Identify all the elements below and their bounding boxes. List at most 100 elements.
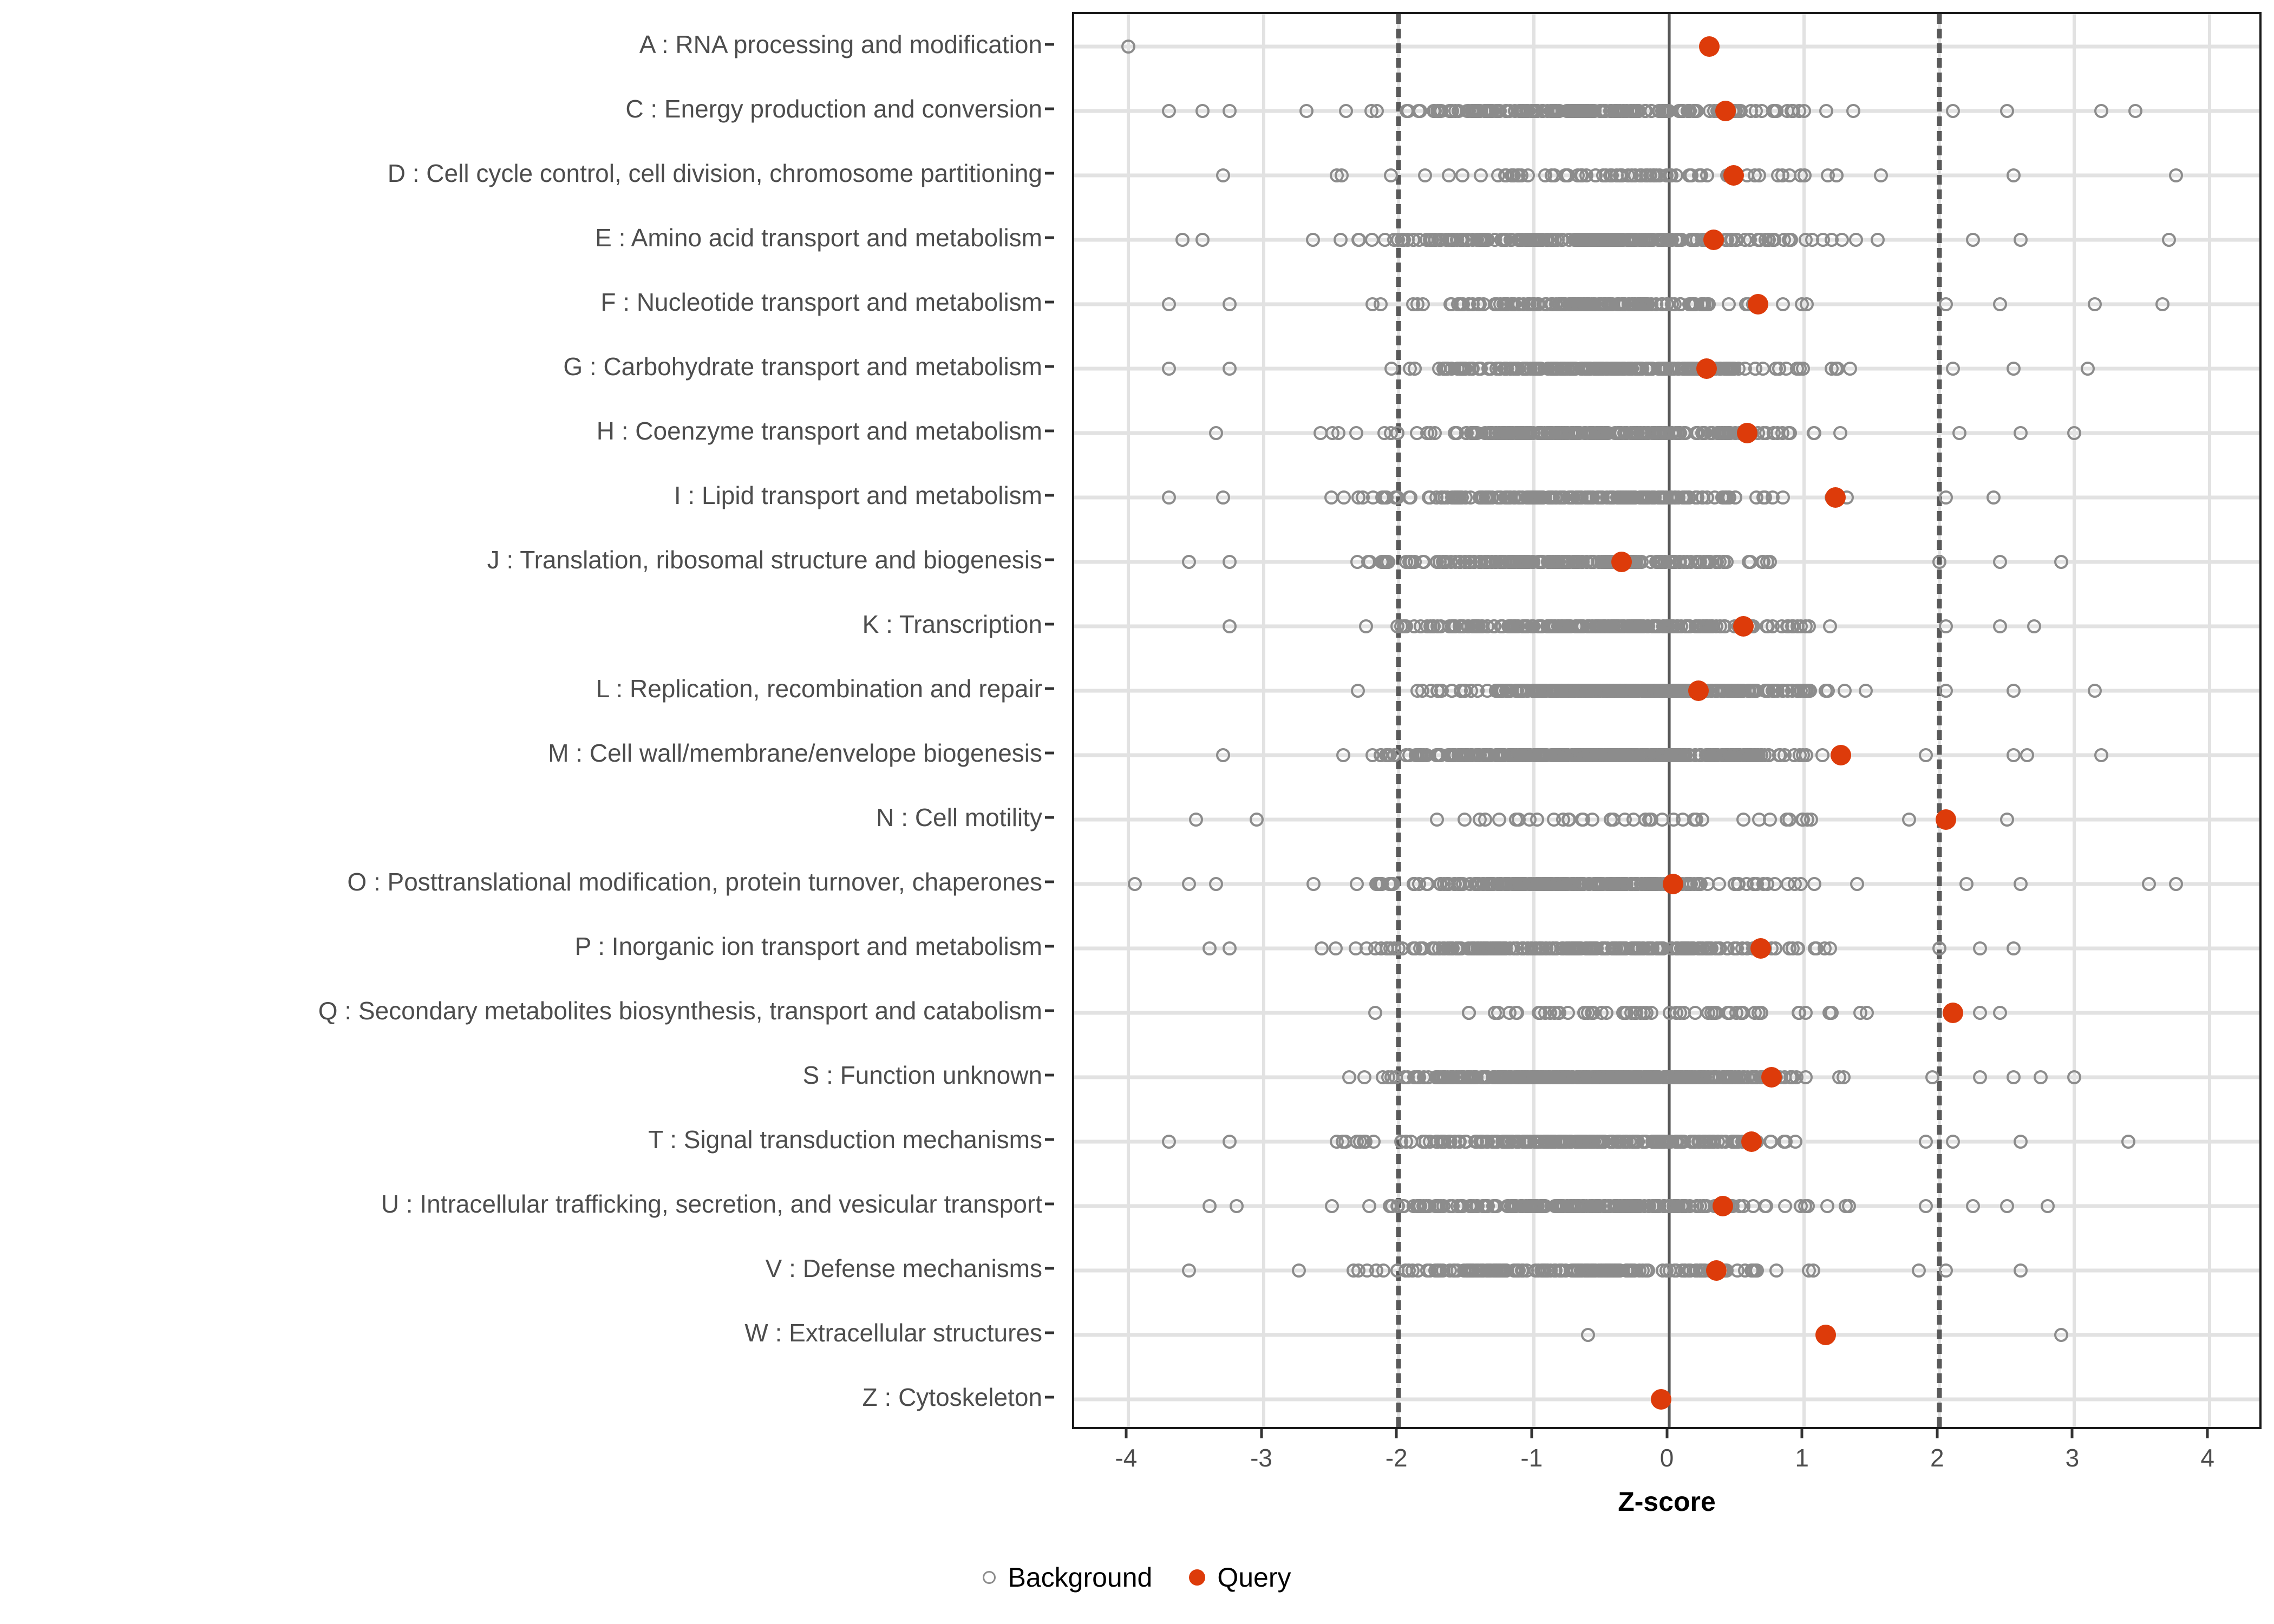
background-point: [1821, 683, 1835, 698]
vertical-gridline: [1802, 14, 1806, 1427]
background-point: [1837, 683, 1852, 698]
background-point: [1497, 1134, 1511, 1149]
legend-item-query: Query: [1189, 1562, 1291, 1593]
background-point: [1690, 490, 1704, 505]
background-point: [2013, 425, 2028, 440]
background-point: [1831, 361, 1845, 376]
background-point: [1505, 425, 1519, 440]
background-point: [1209, 876, 1224, 891]
query-dot-icon: [1189, 1569, 1206, 1586]
background-point: [1510, 168, 1525, 182]
background-point: [1846, 103, 1861, 118]
background-point: [1690, 876, 1705, 891]
background-point: [1842, 1199, 1857, 1213]
background-point: [1836, 1070, 1851, 1084]
y-axis-label: F : Nucleotide transport and metabolism: [600, 287, 1042, 316]
background-point: [1443, 297, 1458, 311]
background-point: [1829, 168, 1844, 182]
background-point: [1188, 812, 1203, 827]
background-point: [1730, 1263, 1744, 1278]
background-point: [1731, 876, 1746, 891]
background-point: [1918, 748, 1933, 762]
y-axis-tick: [1045, 1009, 1054, 1012]
background-point: [1823, 941, 1838, 955]
y-axis-tick: [1045, 623, 1054, 625]
background-point: [1417, 168, 1432, 182]
background-point: [1336, 748, 1350, 762]
y-axis-tick: [1045, 751, 1054, 754]
y-axis-tick: [1045, 558, 1054, 561]
query-point: [1723, 165, 1744, 186]
background-point: [1195, 232, 1210, 247]
background-point: [1659, 1070, 1674, 1084]
background-point: [2155, 297, 2170, 311]
background-point: [1402, 490, 1416, 505]
background-point: [1871, 232, 1885, 247]
background-point: [1292, 1263, 1306, 1278]
background-point: [1626, 1199, 1641, 1213]
y-axis-label: G : Carbohydrate transport and metabolis…: [563, 352, 1042, 381]
background-point: [1462, 1005, 1476, 1020]
query-point: [1748, 293, 1769, 315]
background-point: [1912, 1263, 1926, 1278]
background-point: [1939, 683, 1953, 698]
background-point: [1972, 1005, 1987, 1020]
background-point: [1643, 361, 1657, 376]
background-point: [1306, 876, 1321, 891]
background-point: [1328, 941, 1343, 955]
background-point: [1772, 361, 1786, 376]
background-point: [1966, 232, 1981, 247]
query-point: [1737, 422, 1758, 443]
background-point: [1430, 619, 1445, 633]
background-point: [1358, 619, 1373, 633]
background-point: [1596, 554, 1610, 569]
background-point: [1509, 748, 1524, 762]
query-point: [1815, 1324, 1837, 1345]
background-point: [1749, 490, 1764, 505]
background-point: [1722, 297, 1736, 311]
background-point: [1415, 683, 1430, 698]
query-point: [1761, 1066, 1782, 1088]
background-point: [1676, 1134, 1691, 1149]
background-point: [1390, 232, 1405, 247]
background-point: [1744, 1263, 1759, 1278]
background-point: [2168, 876, 2183, 891]
background-point: [1161, 103, 1176, 118]
background-point: [1779, 812, 1794, 827]
background-point: [1547, 103, 1561, 118]
x-axis-tick: [2206, 1429, 2209, 1438]
background-point: [1448, 619, 1463, 633]
background-point: [1799, 297, 1814, 311]
background-point: [1455, 168, 1470, 182]
background-point: [2128, 103, 2142, 118]
background-point: [1334, 232, 1348, 247]
background-point: [1315, 941, 1329, 955]
background-point: [1756, 876, 1771, 891]
background-point: [1515, 554, 1530, 569]
background-point: [1815, 748, 1830, 762]
background-point: [1223, 361, 1237, 376]
background-point: [1799, 1070, 1813, 1084]
x-axis-tick: [1260, 1429, 1263, 1438]
y-axis-tick: [1045, 816, 1054, 818]
background-point: [1589, 1199, 1604, 1213]
background-point: [1972, 941, 1987, 955]
y-axis-label: L : Replication, recombination and repai…: [596, 674, 1042, 703]
background-point: [1454, 683, 1468, 698]
background-point: [1677, 554, 1691, 569]
background-point: [1456, 361, 1471, 376]
background-point: [1794, 619, 1808, 633]
background-point: [1429, 812, 1444, 827]
x-axis-tick-label: 1: [1795, 1444, 1809, 1472]
background-point: [1586, 490, 1600, 505]
background-point: [1540, 232, 1555, 247]
background-point: [1434, 1134, 1448, 1149]
y-axis-label: K : Transcription: [862, 610, 1042, 638]
background-point: [1378, 232, 1393, 247]
background-point: [1601, 361, 1616, 376]
background-point: [1636, 232, 1651, 247]
background-point: [1724, 232, 1739, 247]
background-point: [1669, 168, 1684, 182]
background-point: [1668, 1199, 1682, 1213]
background-point: [1229, 1199, 1244, 1213]
